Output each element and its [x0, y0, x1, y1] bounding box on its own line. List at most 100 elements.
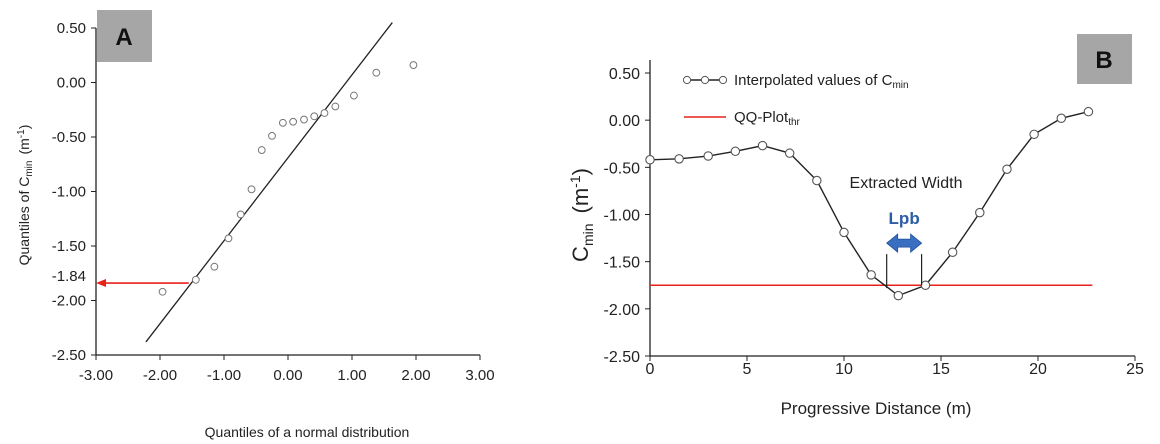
- panel-b-x-axis-label: Progressive Distance (m): [781, 399, 972, 418]
- panel-a-fit-line: [146, 23, 392, 342]
- legend-series-sub: min: [892, 80, 908, 91]
- panel-a-ylabel-main: Quantiles of C: [16, 177, 32, 266]
- panel-b-profile: 0.50 0.00 -0.50 -1.00 -1.50 -2.00 -2.50 0 5 10 15…: [567, 34, 1144, 418]
- panel-b-y-ticks: 0.50 0.00 -0.50 -1.00 -1.50 -2.00 -2.50: [604, 66, 650, 366]
- panel-a-y-axis-label: Quantiles of Cmin (m-1): [16, 125, 35, 266]
- extracted-width-label: Extracted Width: [850, 175, 963, 192]
- series-point: [1003, 165, 1011, 173]
- y-tick-label: -1.00: [52, 184, 86, 201]
- panel-b-ylabel-main: C: [568, 246, 593, 262]
- qq-point: [332, 103, 339, 110]
- qq-point: [225, 235, 232, 242]
- lpb-double-arrow: [887, 234, 922, 252]
- qq-point: [351, 92, 358, 99]
- panel-a-qq-plot: 0.50 0.00 -0.50 -1.00 -1.50 -2.00 -2.50 -3.00 -…: [16, 10, 495, 440]
- panel-b-x-ticks: 0 5 10 15 20 25: [646, 356, 1144, 378]
- y-tick-label: -2.00: [52, 293, 86, 310]
- y-tick-label: -2.50: [52, 347, 86, 364]
- threshold-arrow-head: [96, 279, 106, 287]
- legend-series-swatch-marker: [701, 76, 708, 83]
- panel-b-points: [646, 107, 1093, 299]
- x-tick-label: 3.00: [465, 367, 494, 384]
- series-point: [948, 248, 956, 256]
- series-point: [1030, 130, 1038, 138]
- x-tick-label: 2.00: [401, 367, 430, 384]
- qq-point: [373, 69, 380, 76]
- series-point: [840, 228, 848, 236]
- qq-point: [269, 133, 276, 140]
- series-point: [894, 291, 902, 299]
- qq-point: [159, 288, 166, 295]
- y-tick-label: -1.50: [604, 255, 641, 272]
- qq-point: [279, 119, 286, 126]
- panel-a-y-ticks: 0.50 0.00 -0.50 -1.00 -1.50 -2.00 -2.50: [52, 20, 96, 364]
- lpb-annotation: Lpb: [887, 209, 922, 288]
- x-tick-label: -1.00: [207, 367, 241, 384]
- x-tick-label: 0: [646, 361, 655, 378]
- y-tick-label: -1.50: [52, 238, 86, 255]
- qq-point: [410, 62, 417, 69]
- qq-point: [248, 186, 255, 193]
- legend-threshold-sub: thr: [788, 117, 800, 128]
- panel-b-ylabel-sub: min: [580, 223, 596, 246]
- legend-threshold-label: QQ-Plotthr: [734, 109, 801, 128]
- qq-point: [321, 110, 328, 117]
- y-tick-label: 0.50: [57, 20, 86, 37]
- panel-a-ylabel-sub: min: [24, 161, 35, 177]
- panel-b-y-axis-label: Cmin (m-1): [567, 168, 596, 262]
- y-tick-label: -0.50: [52, 129, 86, 146]
- y-tick-label: -1.00: [604, 208, 641, 225]
- panel-b-label: B: [1095, 47, 1112, 74]
- legend-series-label: Interpolated values of Cmin: [734, 72, 909, 91]
- y-tick-label: -0.50: [604, 160, 641, 177]
- y-tick-label: -2.00: [604, 302, 641, 319]
- qq-point: [258, 147, 265, 154]
- qq-point: [237, 211, 244, 218]
- panel-b-ylabel-unit-sup: -1: [567, 175, 583, 188]
- x-tick-label: 20: [1029, 361, 1047, 378]
- series-point: [646, 156, 654, 164]
- x-tick-label: 25: [1126, 361, 1144, 378]
- series-point: [976, 208, 984, 216]
- x-tick-label: -3.00: [79, 367, 113, 384]
- panel-b-legend: Interpolated values of Cmin QQ-Plotthr: [683, 72, 908, 128]
- lpb-label: Lpb: [889, 209, 920, 228]
- series-point: [758, 141, 766, 149]
- series-point: [867, 271, 875, 279]
- qq-point: [311, 113, 318, 120]
- qq-point: [192, 276, 199, 283]
- y-tick-label: -2.50: [604, 349, 641, 366]
- threshold-value-label: -1.84: [52, 268, 86, 285]
- series-point: [675, 155, 683, 163]
- panel-a-ylabel-unit-close: ): [16, 125, 32, 130]
- series-point: [921, 281, 929, 289]
- y-tick-label: 0.00: [609, 113, 640, 130]
- panel-a-label: A: [115, 24, 132, 51]
- panel-b-ylabel-unit: (m: [568, 188, 593, 214]
- series-point: [1057, 114, 1065, 122]
- x-tick-label: 0.00: [273, 367, 302, 384]
- x-tick-label: -2.00: [143, 367, 177, 384]
- legend-threshold-name: QQ-Plot: [734, 109, 789, 126]
- qq-point: [301, 116, 308, 123]
- panel-a-threshold-arrow: [96, 279, 189, 287]
- series-point: [785, 149, 793, 157]
- x-tick-label: 5: [743, 361, 752, 378]
- series-point: [1084, 107, 1092, 115]
- qq-point: [211, 263, 218, 270]
- panel-a-ylabel-unit: (m: [16, 138, 32, 154]
- panel-b-series-line: [650, 112, 1088, 296]
- qq-point: [290, 118, 297, 125]
- legend-series-swatch-marker: [683, 76, 690, 83]
- x-tick-label: 15: [932, 361, 950, 378]
- panel-a-points: [159, 62, 417, 296]
- panel-a-x-axis-label: Quantiles of a normal distribution: [205, 424, 410, 440]
- series-point: [731, 147, 739, 155]
- legend-series-swatch-marker: [719, 76, 726, 83]
- y-tick-label: 0.50: [609, 66, 640, 83]
- y-tick-label: 0.00: [57, 75, 86, 92]
- legend-series-name: Interpolated values of C: [734, 72, 893, 89]
- series-point: [813, 176, 821, 184]
- series-point: [704, 152, 712, 160]
